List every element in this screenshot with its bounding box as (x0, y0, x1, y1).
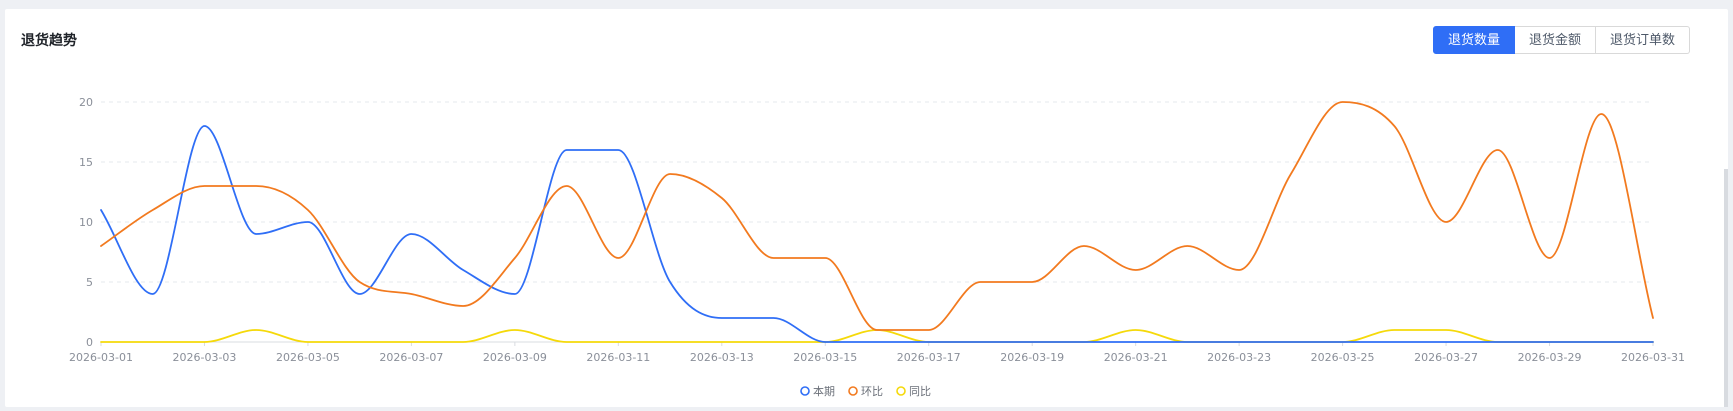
card-title: 退货趋势 (21, 33, 77, 49)
y-tick-label: 15 (79, 156, 93, 169)
x-tick-label: 2026-03-09 (483, 351, 547, 364)
x-tick-label: 2026-03-25 (1311, 351, 1375, 364)
x-axis: 2026-03-01 2026-03-03 2026-03-05 2026-03-07… (69, 342, 1685, 364)
series-line-yoy (100, 329, 1654, 343)
tab-return-orders[interactable]: 退货订单数 (1596, 26, 1691, 54)
grid-lines (101, 101, 1653, 343)
x-tick-label: 2026-03-21 (1104, 351, 1168, 364)
scrollbar[interactable] (1724, 169, 1728, 407)
x-tick-label: 2026-03-31 (1621, 351, 1685, 364)
x-tick-label: 2026-03-29 (1518, 351, 1582, 364)
legend-label[interactable]: 同比 (909, 385, 931, 398)
series-line-mom (100, 101, 1654, 331)
x-tick-label: 2026-03-11 (586, 351, 650, 364)
chart-card: 退货趋势 退货数量 退货金额 退货订单数 (5, 9, 1728, 407)
legend-label[interactable]: 本期 (813, 384, 835, 398)
legend-marker[interactable] (848, 386, 858, 396)
x-tick-label: 2026-03-19 (1000, 351, 1064, 364)
x-tick-label: 2026-03-17 (897, 351, 961, 364)
legend-marker[interactable] (896, 386, 906, 396)
y-axis: 0 5 10 15 20 (79, 96, 93, 349)
y-tick-label: 20 (79, 96, 93, 109)
metric-tabs: 退货数量 退货金额 退货订单数 (1433, 26, 1691, 54)
x-tick-label: 2026-03-01 (69, 351, 133, 364)
y-tick-label: 10 (79, 216, 93, 229)
tab-return-amount[interactable]: 退货金额 (1515, 26, 1597, 54)
x-tick-label: 2026-03-15 (793, 351, 857, 364)
tab-return-quantity[interactable]: 退货数量 (1433, 26, 1516, 54)
x-tick-label: 2026-03-05 (276, 351, 340, 364)
x-tick-label: 2026-03-27 (1414, 351, 1478, 364)
x-tick-label: 2026-03-07 (379, 351, 443, 364)
series-lines (100, 101, 1654, 343)
legend-label[interactable]: 环比 (861, 385, 883, 398)
series-line-current (100, 125, 1654, 343)
legend: 本期 环比 同比 (800, 384, 931, 398)
x-tick-label: 2026-03-03 (172, 351, 236, 364)
legend-marker[interactable] (800, 386, 810, 396)
y-tick-label: 5 (86, 276, 93, 289)
y-tick-label: 0 (86, 336, 93, 349)
x-tick-label: 2026-03-13 (690, 351, 754, 364)
x-tick-label: 2026-03-23 (1207, 351, 1271, 364)
